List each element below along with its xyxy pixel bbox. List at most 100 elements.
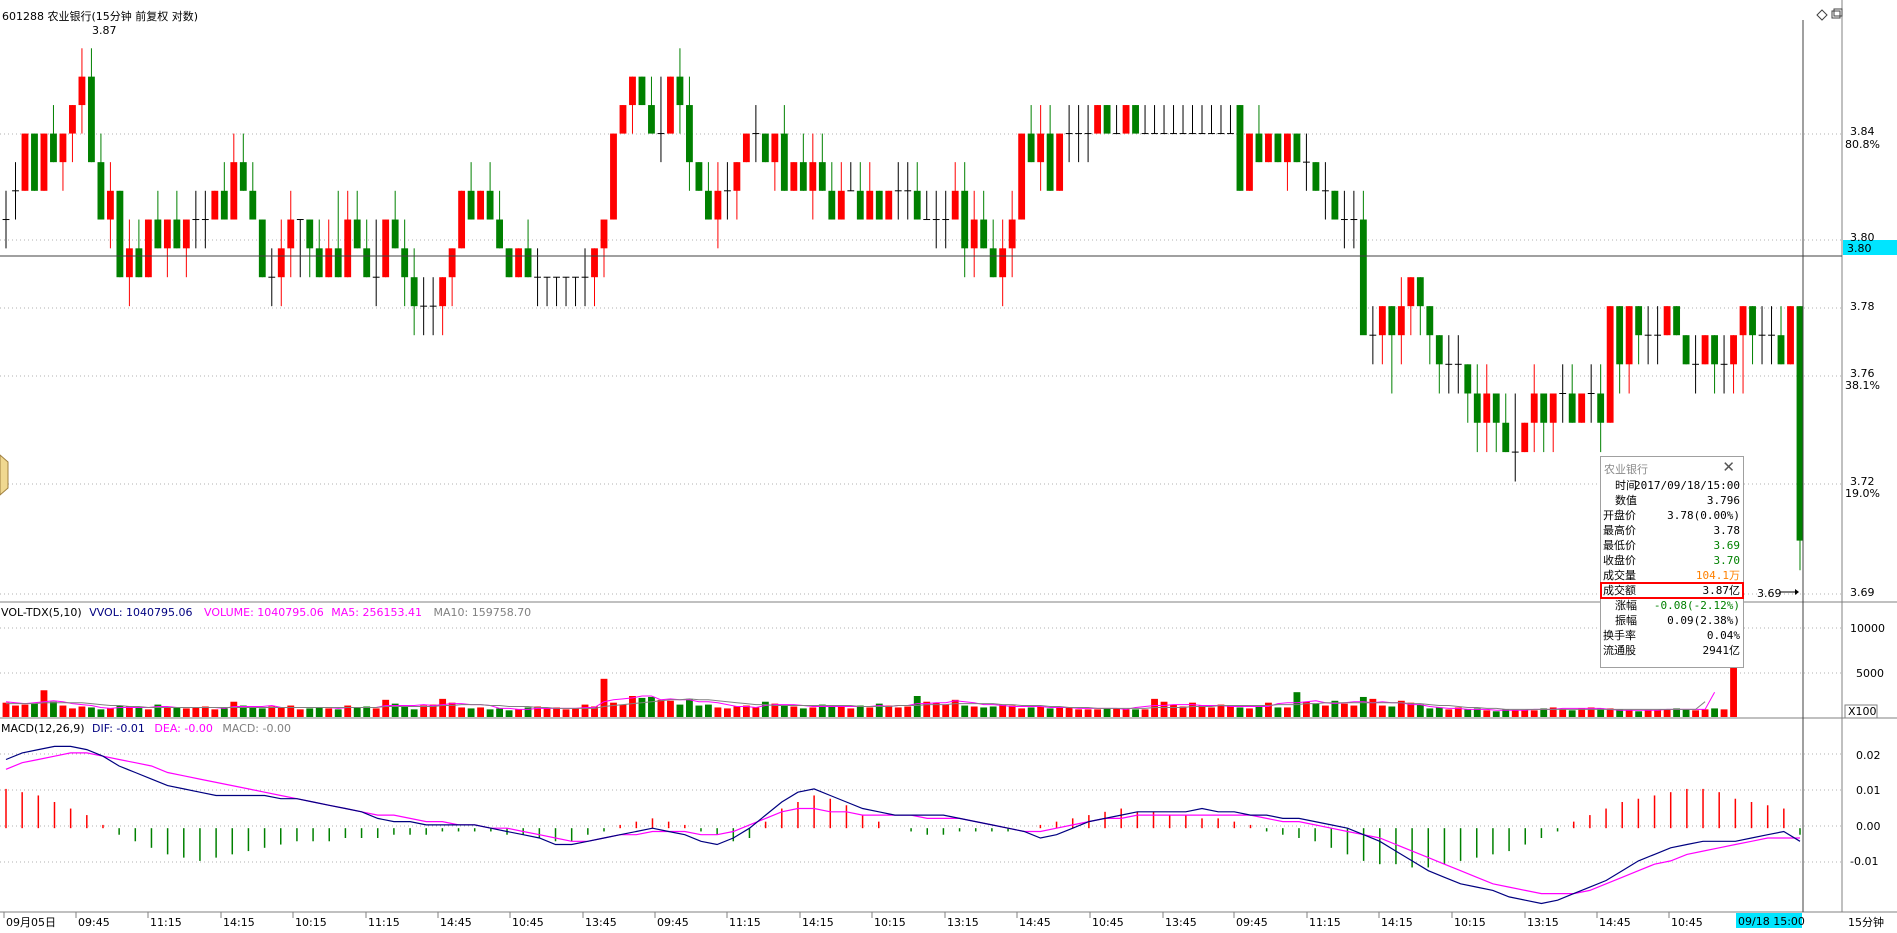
candle-body [325,248,333,278]
candle-body [970,219,978,249]
volume-bar [1284,707,1291,717]
volume-bar [961,705,969,717]
volume-bar [1340,703,1348,717]
close-icon[interactable]: ✕ [1722,458,1735,476]
volume-bars [2,617,1737,717]
dif-value: DIF: -0.01 [92,722,145,735]
candle-body [1549,393,1557,423]
volume-bar [989,706,997,717]
candle-body [1426,306,1434,336]
candle-body [1056,133,1064,191]
volume-bar [258,708,266,717]
candle-body [961,190,969,249]
volume-bar [1141,709,1149,717]
macd-value: MACD: -0.00 [222,722,291,735]
candle-body [989,248,997,278]
time-label: 11:15 [729,916,761,929]
candle-body [761,133,769,163]
popup-row-label: 收盘价 [1603,554,1636,567]
volume-bar [125,706,133,717]
time-label: 14:45 [1599,916,1631,929]
popup-row: 流通股 2941亿 [1601,643,1743,658]
volume-bar [344,705,352,717]
diamond-icon[interactable] [1816,9,1828,21]
popup-row-value: 3.796 [1706,494,1740,507]
candle-body [363,248,371,278]
volume-bar [135,707,143,717]
candle-body [277,248,285,278]
volume-bar [249,707,257,717]
volume-bar [553,707,560,717]
candle-body [88,76,95,163]
candle-body [1739,306,1747,336]
popup-row-label: 振幅 [1615,614,1637,627]
volume-bar [1302,701,1310,717]
candle-body [391,219,399,249]
candle-body [106,190,114,220]
candle-body [1682,335,1690,365]
popup-row: 收盘价 3.70 [1601,553,1743,568]
volume-bar [534,706,541,717]
candle-body [1777,335,1785,365]
candle-body [790,162,798,191]
candle-body [439,277,447,307]
volume-bar [2,702,10,717]
y-tick: 0.01 [1856,784,1881,797]
volume-unit: X100 [1848,705,1877,718]
volume-bar [1217,704,1225,717]
volume-bar [505,710,513,717]
volume-bar [31,703,38,717]
popup-row: 换手率 0.04% [1601,628,1743,643]
popup-row: 成交量 104.1万 [1601,568,1743,583]
volume-bar [1208,707,1215,717]
volume-bar [704,704,712,717]
volume-bar [1568,710,1576,717]
candle-body [809,162,817,191]
volume-bar [856,705,864,717]
quote-info-popup[interactable]: 农业银行 ✕ 时间 2017/09/18/15:00 数值 3.796 开盘价 3.78(… [1600,456,1744,668]
popup-row-label: 最低价 [1603,539,1636,552]
popup-row-value: 104.1万 [1695,569,1740,582]
volume-bar [771,703,779,717]
volume-bar [657,699,665,717]
y-tick: 0.00 [1856,820,1881,833]
candle-body [667,76,674,134]
candle-body [695,162,703,191]
volume-value: VOLUME: 1040795.06 [204,606,324,619]
candle-body [173,219,181,249]
volume-bar [695,705,703,717]
volume-bar [932,702,940,717]
candle-body [771,133,779,163]
time-label: 13:15 [947,916,979,929]
candle-body [1568,393,1576,423]
candle-body [59,133,67,163]
volume-bar [1701,709,1709,717]
scroll-handle-icon[interactable] [0,454,9,496]
chart-title: 601288 农业银行(15分钟 前复权 对数) [2,10,199,23]
volume-bar [1274,707,1282,717]
candle-body [1284,133,1291,163]
candle-body [496,219,504,249]
volume-bar [1549,707,1557,717]
candle-body [648,105,655,134]
candle-body [799,162,807,191]
candle-body [249,190,257,220]
volume-bar [837,706,845,717]
volume-bar [923,701,931,717]
volume-bar [1037,706,1045,717]
volume-bar [325,708,333,717]
volume-bar [894,707,902,717]
volume-bar [97,709,105,717]
volume-bar [1644,710,1652,717]
restore-icon[interactable] [1831,10,1841,19]
candle-body [1246,133,1253,191]
volume-bar [106,708,114,717]
y-tick: 3.72 [1850,475,1875,488]
candle-body [591,248,598,278]
popup-row-label: 换手率 [1603,629,1636,642]
candle-body [742,133,750,163]
volume-bar [1046,708,1054,717]
crosshair-value: 3.80 [1847,242,1872,255]
price-y-axis: 3.84 3.80 3.78 3.76 3.72 3.69 80.8% 38.1… [1845,125,1880,599]
